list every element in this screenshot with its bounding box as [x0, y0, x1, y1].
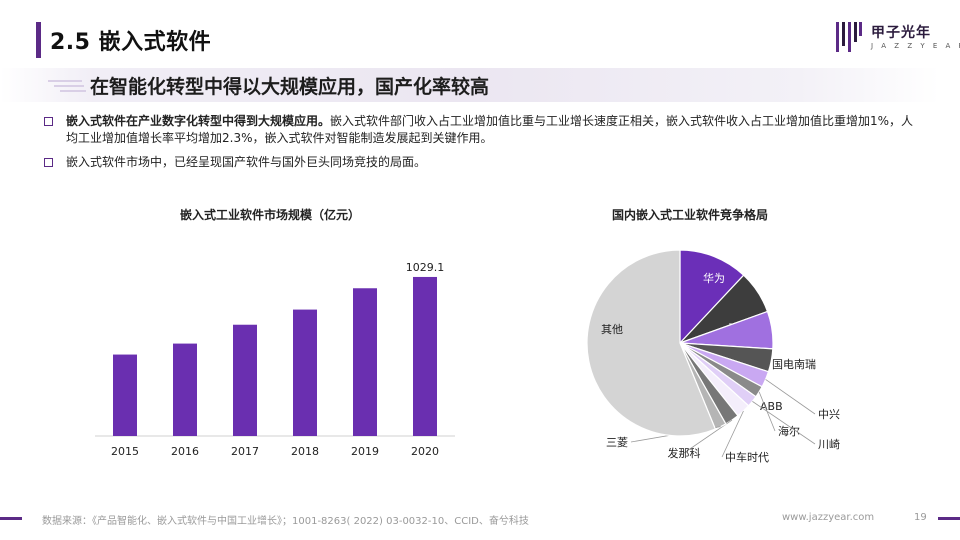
pie-slice-label: 中车时代	[725, 450, 769, 464]
brand-logo: 甲子光年 J A Z Z Y E A R	[835, 18, 960, 58]
footer-accent-right	[938, 517, 960, 520]
pie-slice-label: 国电南瑞	[772, 357, 816, 371]
brand-logo-mark-icon	[836, 22, 862, 52]
pie-slice-label: 其他	[601, 323, 623, 336]
bar	[173, 343, 197, 436]
subtitle-deco-lines	[48, 80, 86, 92]
title-accent-bar	[36, 22, 41, 58]
pie-slice-label: 中兴	[818, 408, 840, 421]
pie-leader-line	[765, 379, 816, 415]
footer-source: 数据来源：《产品智能化、嵌入式软件与中国工业增长》；1001-8263( 202…	[42, 516, 529, 527]
bullet-text: 嵌入式软件在产业数字化转型中得到大规模应用。嵌入式软件部门收入占工业增加值比重与…	[66, 113, 924, 147]
pie-slice	[679, 249, 745, 345]
section-title: 2.5 嵌入式软件	[50, 30, 212, 55]
brand-name: 甲子光年	[871, 25, 931, 41]
bar-chart-title: 嵌入式工业软件市场规模（亿元）	[179, 208, 360, 222]
x-tick-label: 2018	[291, 445, 319, 458]
bullet-item: 嵌入式软件在产业数字化转型中得到大规模应用。嵌入式软件部门收入占工业增加值比重与…	[44, 113, 924, 147]
bar	[353, 288, 377, 436]
pie-slice-label: 川崎	[818, 437, 840, 451]
bar	[233, 324, 257, 436]
bullet-body-text: 嵌入式软件市场中，已经呈现国产软件与国外巨头同场竞技的局面。	[66, 155, 427, 169]
bullet-body-text: 嵌入式软件部门收入占工业增加值比重与工业增长速度正相关，嵌入式软件收入占工业增加…	[66, 114, 914, 145]
pie-leader-line	[752, 401, 816, 445]
bar-chart: 2015 2016 2017 2018 2019 2020 1029.1	[95, 261, 455, 458]
data-label: 1029.1	[406, 261, 445, 274]
bar	[293, 309, 317, 436]
pie-slice-label: 发那科	[668, 446, 701, 460]
pie-chart-title: 国内嵌入式工业软件竞争格局	[611, 208, 768, 222]
x-tick-label: 2019	[351, 445, 379, 458]
bullet-square-icon	[44, 158, 53, 167]
brand-tagline: J A Z Z Y E A R	[871, 42, 960, 50]
bullet-item: 嵌入式软件市场中，已经呈现国产软件与国外巨头同场竞技的局面。	[44, 154, 924, 171]
bullet-bold-text: 嵌入式软件在产业数字化转型中得到大规模应用。	[66, 114, 331, 128]
page-number: 19	[914, 512, 927, 523]
pie-leader-line	[721, 410, 744, 458]
x-tick-label: 2015	[111, 445, 139, 458]
footer-url: www.jazzyear.com	[782, 512, 875, 523]
page-subtitle: 在智能化转型中得以大规模应用，国产化率较高	[90, 76, 490, 98]
x-tick-label: 2016	[171, 445, 199, 458]
pie-slice-label: 华为	[703, 271, 725, 285]
x-tick-label: 2017	[231, 445, 259, 458]
footer-accent-left	[0, 517, 22, 520]
bar	[113, 354, 137, 436]
subtitle-band	[0, 68, 940, 102]
pie-slice-label: 三菱	[606, 436, 628, 449]
pie-slice	[586, 249, 717, 437]
pie-chart: 华为西门子国电南瑞ABB中兴海尔川崎中车时代发那科三菱其他	[586, 249, 840, 464]
x-tick-label: 2020	[411, 445, 439, 458]
pie-slice-label: ABB	[760, 400, 783, 413]
bar	[413, 276, 437, 436]
pie-slice-label: 海尔	[778, 424, 800, 438]
bullet-text: 嵌入式软件市场中，已经呈现国产软件与国外巨头同场竞技的局面。	[66, 154, 924, 171]
bullet-square-icon	[44, 117, 53, 126]
